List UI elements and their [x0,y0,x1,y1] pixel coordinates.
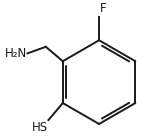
Text: F: F [100,2,107,15]
Text: H₂N: H₂N [5,47,27,60]
Text: HS: HS [32,121,48,134]
